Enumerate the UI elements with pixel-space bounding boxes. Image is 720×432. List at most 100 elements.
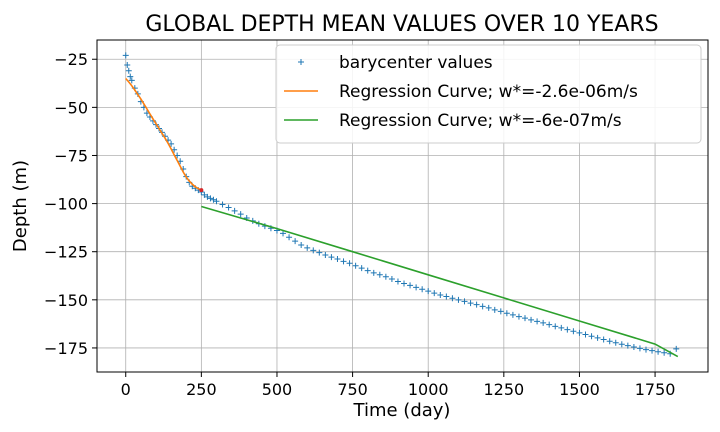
data-point <box>612 339 619 346</box>
data-point <box>316 249 323 256</box>
data-point <box>655 348 662 355</box>
data-point <box>322 251 329 258</box>
data-point <box>125 67 132 74</box>
data-point <box>346 260 353 267</box>
data-point <box>292 238 299 245</box>
data-point <box>394 278 401 285</box>
data-point <box>582 331 589 338</box>
data-point <box>509 311 516 318</box>
y-tick-label: −100 <box>44 195 88 214</box>
data-point <box>606 338 613 345</box>
series-line <box>125 77 202 191</box>
data-point <box>352 262 359 269</box>
series-layer <box>122 52 680 358</box>
plot-frame <box>96 39 709 373</box>
data-point <box>594 334 601 341</box>
data-point <box>449 295 456 302</box>
data-point <box>280 230 287 237</box>
data-point <box>210 196 217 203</box>
legend-label: Regression Curve; w*=-6e-07m/s <box>339 111 622 131</box>
data-point <box>624 342 631 349</box>
data-point <box>570 328 577 335</box>
data-point <box>443 293 450 300</box>
data-point <box>467 300 474 307</box>
x-tick-label: 0 <box>121 380 131 399</box>
data-point <box>661 349 668 356</box>
data-point <box>231 207 238 214</box>
data-point <box>497 308 504 315</box>
data-point <box>304 244 311 251</box>
data-point <box>600 336 607 343</box>
data-point <box>461 298 468 305</box>
data-point <box>413 284 420 291</box>
data-point <box>588 333 595 340</box>
data-point <box>364 267 371 274</box>
data-point <box>479 303 486 310</box>
y-tick-label: −125 <box>44 243 88 262</box>
data-point <box>213 198 220 205</box>
x-axis-label: Time (day) <box>353 400 451 421</box>
data-point <box>522 315 529 322</box>
data-point <box>546 321 553 328</box>
legend-box <box>275 44 702 144</box>
data-point <box>358 265 365 272</box>
data-point <box>128 77 135 84</box>
data-point <box>219 201 226 208</box>
data-point <box>328 254 335 261</box>
data-point <box>201 191 208 198</box>
legend-label: Regression Curve; w*=-2.6e-06m/s <box>339 82 638 102</box>
data-point <box>425 288 432 295</box>
legend: barycenter values Regression Curve; w*=-2… <box>275 44 702 144</box>
series-1 <box>125 77 202 191</box>
data-point <box>298 241 305 248</box>
x-tick-label: 250 <box>186 380 217 399</box>
data-point <box>204 193 211 200</box>
data-point <box>127 73 134 80</box>
data-point <box>407 282 414 289</box>
legend-swatch <box>298 59 304 65</box>
data-point <box>642 346 649 353</box>
x-axis: 0 250 500 750 1000 1250 1500 1750 <box>121 372 676 399</box>
y-tick-label: −150 <box>44 291 88 310</box>
data-point <box>237 211 244 218</box>
data-point <box>576 329 583 336</box>
data-point <box>340 258 347 265</box>
x-tick-label: 1000 <box>408 380 449 399</box>
data-point <box>515 313 522 320</box>
series-2 <box>201 205 679 358</box>
series-line <box>201 205 679 358</box>
data-point <box>528 316 535 323</box>
y-tick-label: −75 <box>54 146 88 165</box>
data-point <box>485 304 492 311</box>
data-point <box>124 62 131 69</box>
data-point <box>673 345 680 352</box>
data-point <box>649 347 656 354</box>
y-axis-label: Depth (m) <box>10 160 31 252</box>
data-point <box>419 286 426 293</box>
data-point <box>618 341 625 348</box>
x-tick-label: 500 <box>262 380 293 399</box>
data-point <box>455 296 462 303</box>
data-point <box>401 280 408 287</box>
data-point <box>630 343 637 350</box>
data-point <box>503 310 510 317</box>
data-point <box>334 256 341 263</box>
data-point <box>207 195 214 202</box>
y-tick-label: −50 <box>54 98 88 117</box>
x-tick-label: 1750 <box>635 380 676 399</box>
data-point <box>552 323 559 330</box>
data-point <box>286 234 293 241</box>
series-0 <box>122 52 680 357</box>
data-point <box>382 273 389 280</box>
data-point <box>310 247 317 254</box>
data-point <box>558 324 565 331</box>
x-tick-label: 1500 <box>559 380 600 399</box>
data-point <box>540 319 547 326</box>
legend-label: barycenter values <box>339 53 493 73</box>
x-tick-label: 750 <box>337 380 368 399</box>
chart-title: GLOBAL DEPTH MEAN VALUES OVER 10 YEARS <box>145 12 658 37</box>
data-point <box>437 292 444 299</box>
data-point <box>122 52 129 59</box>
data-point <box>388 276 395 283</box>
